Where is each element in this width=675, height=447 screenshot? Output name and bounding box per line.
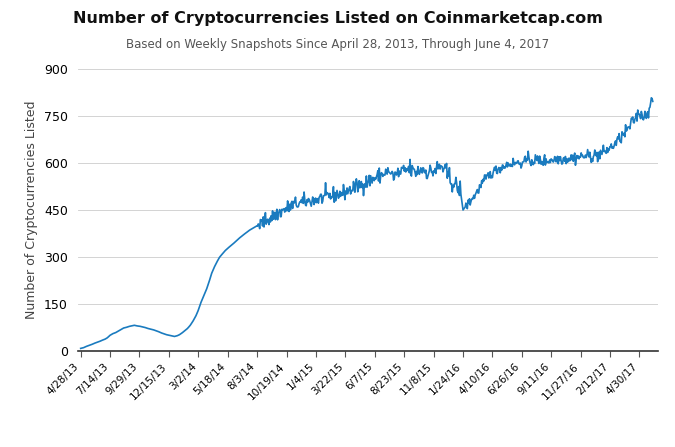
Text: Based on Weekly Snapshots Since April 28, 2013, Through June 4, 2017: Based on Weekly Snapshots Since April 28… [126,38,549,51]
Y-axis label: Number of Cryptocurrencies Listed: Number of Cryptocurrencies Listed [26,101,38,319]
Text: Number of Cryptocurrencies Listed on Coinmarketcap.com: Number of Cryptocurrencies Listed on Coi… [73,11,602,26]
